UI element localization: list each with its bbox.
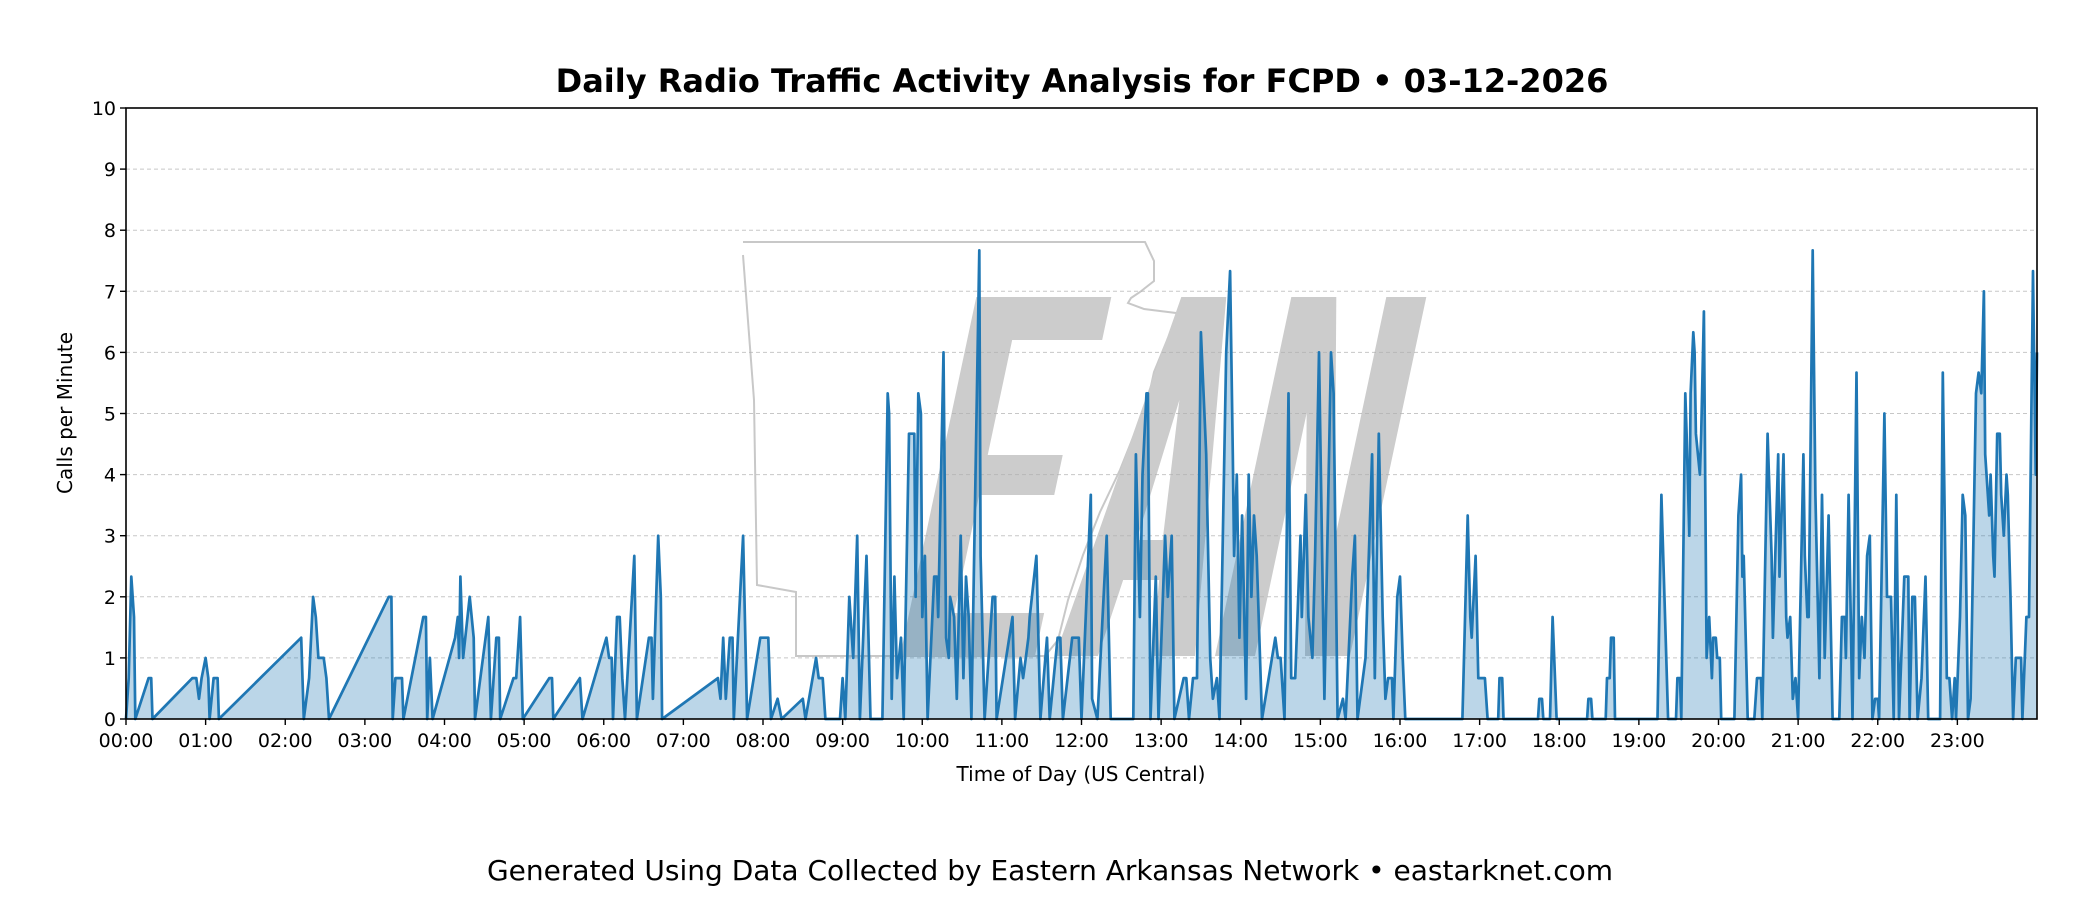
x-tick-label: 21:00 [1771,730,1826,752]
footer-credit: Generated Using Data Collected by Easter… [486,854,1613,887]
plot-area [124,249,2039,721]
y-axis: 0 1 2 3 4 5 6 7 8 9 10 [92,98,126,731]
x-tick-label: 23:00 [1930,730,1985,752]
y-tick-label: 6 [104,342,116,364]
y-tick-label: 8 [104,220,116,242]
x-tick-label: 12:00 [1054,730,1109,752]
x-tick-label: 07:00 [656,730,711,752]
x-tick-label: 16:00 [1373,730,1428,752]
x-tick-label: 18:00 [1532,730,1587,752]
x-tick-label: 20:00 [1691,730,1746,752]
grid-lines [126,168,2037,659]
y-tick-label: 0 [104,709,116,731]
y-tick-label: 5 [104,404,116,426]
x-tick-label: 05:00 [497,730,552,752]
x-axis: 00:00 01:00 02:00 03:00 04:00 05:00 06:00 07:00… [99,719,1985,752]
y-tick-label: 9 [104,159,116,181]
x-tick-label: 14:00 [1213,730,1268,752]
watermark-letter-e-shape [900,297,1112,656]
y-tick-label: 10 [92,98,116,120]
y-tick-label: 1 [104,648,116,670]
watermark-letter-a-shape [1055,297,1227,656]
x-tick-label: 11:00 [974,730,1029,752]
y-tick-label: 3 [104,526,116,548]
x-tick-label: 10:00 [895,730,950,752]
x-tick-label: 19:00 [1611,730,1666,752]
y-tick-label: 2 [104,587,116,609]
x-tick-label: 09:00 [815,730,870,752]
x-tick-label: 13:00 [1134,730,1189,752]
chart-title: Daily Radio Traffic Activity Analysis fo… [555,62,1609,100]
x-axis-label: Time of Day (US Central) [956,762,1206,786]
y-tick-label: 7 [104,281,116,303]
x-tick-label: 04:00 [417,730,472,752]
y-tick-label: 4 [104,465,116,487]
x-tick-label: 17:00 [1452,730,1507,752]
x-tick-label: 15:00 [1293,730,1348,752]
x-tick-label: 03:00 [337,730,392,752]
series-area-fill [126,250,2037,719]
series-line [124,249,2039,721]
x-tick-label: 01:00 [178,730,233,752]
x-tick-label: 00:00 [99,730,154,752]
x-tick-label: 08:00 [736,730,791,752]
y-axis-label: Calls per Minute [53,332,77,494]
x-tick-label: 02:00 [258,730,313,752]
x-tick-label: 22:00 [1850,730,1905,752]
x-tick-label: 06:00 [576,730,631,752]
